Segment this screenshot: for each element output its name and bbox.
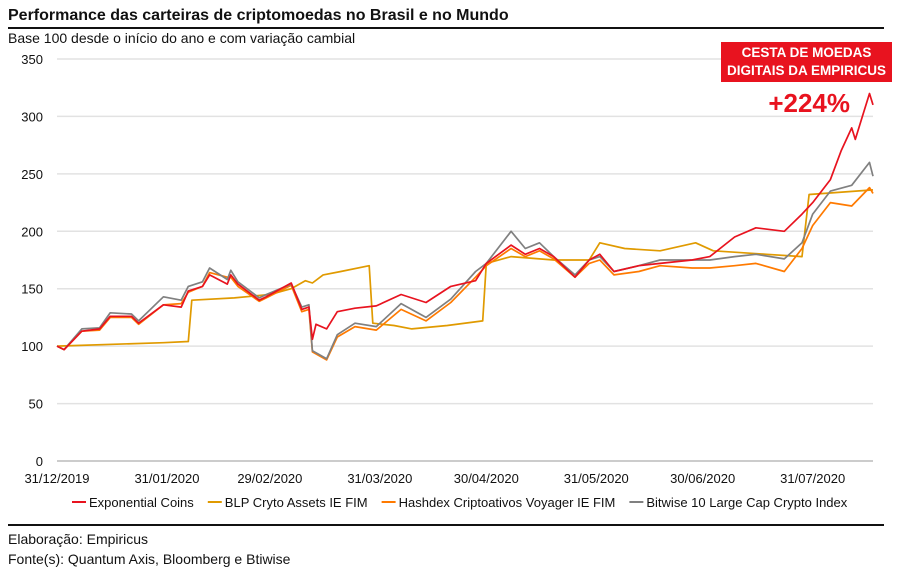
legend-label: Bitwise 10 Large Cap Crypto Index	[646, 495, 847, 510]
x-tick-label: 31/12/2019	[24, 471, 89, 486]
chart-subtitle: Base 100 desde o início do ano e com var…	[8, 30, 356, 46]
legend-label: BLP Cryto Assets IE FIM	[225, 495, 368, 510]
series-line-bitwise-10-large-cap-crypto-index	[56, 161, 874, 360]
footer-sources: Fonte(s): Quantum Axis, Bloomberg e Btiw…	[8, 551, 291, 567]
annotation-value: +224%	[768, 88, 850, 118]
annotation-box: CESTA DE MOEDAS DIGITAIS DA EMPIRICUS	[720, 42, 892, 82]
chart-title: Performance das carteiras de criptomoeda…	[8, 7, 509, 24]
footer-credit: Elaboração: Empiricus	[8, 531, 149, 547]
legend-label: Exponential Coins	[89, 495, 194, 510]
title-rule	[8, 27, 884, 29]
x-tick-label: 30/04/2020	[454, 471, 519, 486]
x-tick-label: 29/02/2020	[237, 471, 302, 486]
annotation-line1: CESTA DE MOEDAS	[741, 45, 872, 60]
footer-rule	[8, 524, 884, 526]
y-tick-label: 100	[21, 339, 43, 354]
x-tick-label: 31/01/2020	[134, 471, 199, 486]
y-tick-label: 350	[21, 52, 43, 67]
y-tick-label: 150	[21, 282, 43, 297]
y-tick-label: 250	[21, 167, 43, 182]
series-line-hashdex-criptoativos-voyager-ie-fim	[56, 186, 874, 361]
x-tick-label: 30/06/2020	[670, 471, 735, 486]
legend-label: Hashdex Criptoativos Voyager IE FIM	[399, 495, 616, 510]
x-tick-label: 31/03/2020	[347, 471, 412, 486]
y-tick-label: 200	[21, 224, 43, 239]
y-tick-label: 50	[29, 397, 43, 412]
x-tick-label: 31/05/2020	[564, 471, 629, 486]
annotation-line2: DIGITAIS DA EMPIRICUS	[726, 63, 886, 78]
series-line-exponential-coins	[56, 92, 874, 351]
y-tick-label: 300	[21, 109, 43, 124]
y-tick-label: 0	[36, 454, 43, 469]
x-tick-label: 31/07/2020	[780, 471, 845, 486]
series-line-blp-cryto-assets-ie-fim	[56, 189, 874, 347]
